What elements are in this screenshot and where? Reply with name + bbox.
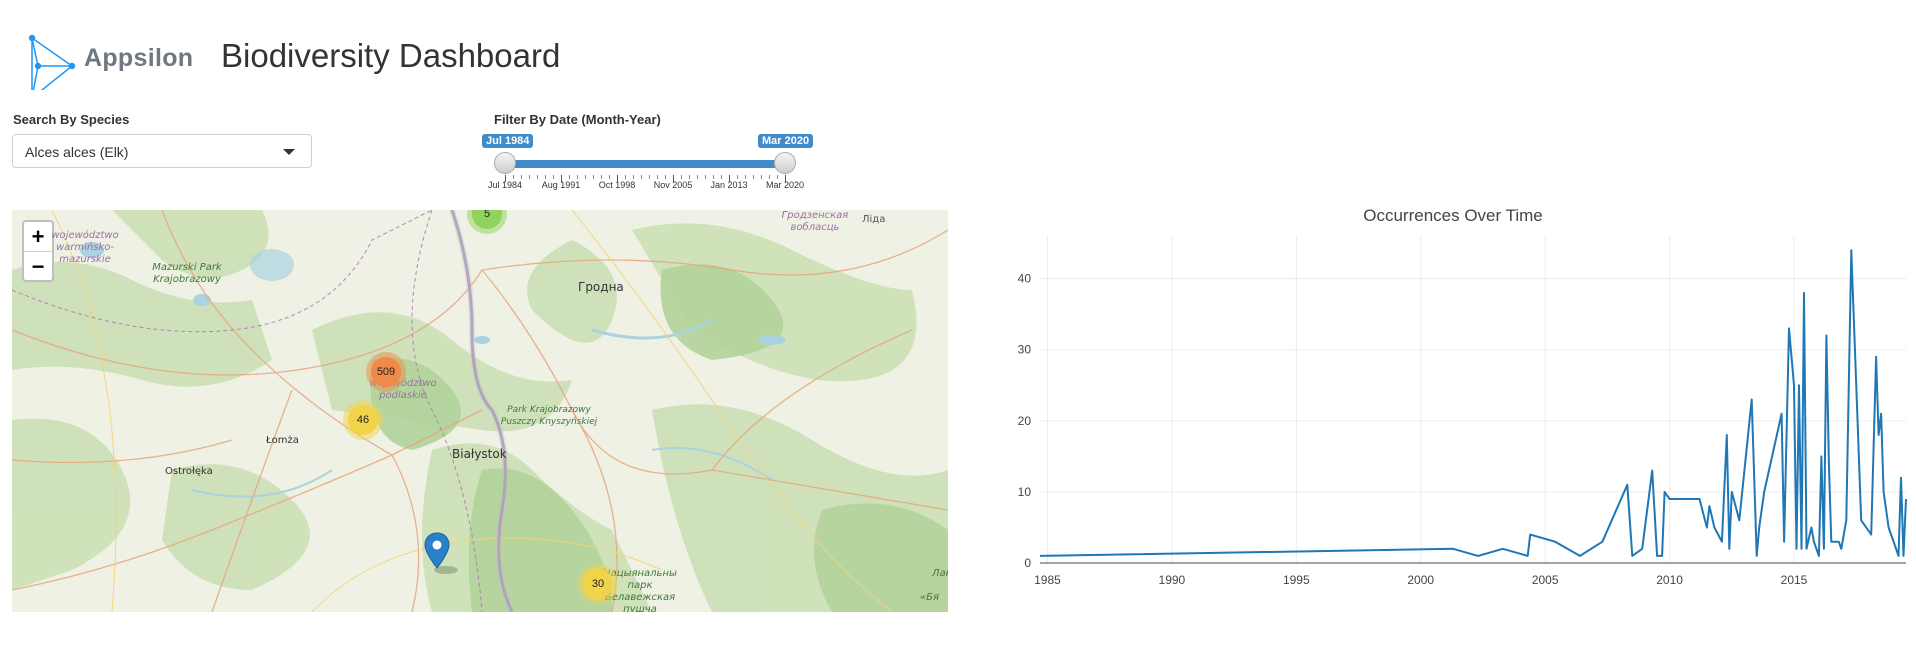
marker-cluster[interactable]: 509 — [366, 352, 406, 392]
chart-series-line — [1039, 249, 1907, 557]
slider-tick-mark — [553, 175, 554, 179]
slider-tick-mark — [745, 175, 746, 179]
slider-to-tag: Mar 2020 — [758, 134, 814, 148]
slider-tick-mark — [601, 175, 602, 179]
marker-cluster-count: 509 — [371, 357, 401, 387]
slider-tick-label: Oct 1998 — [598, 180, 636, 190]
slider-tick-mark — [705, 175, 706, 179]
chart-y-tick-label: 30 — [1018, 343, 1032, 357]
appsilon-logo-icon — [28, 34, 76, 90]
zoom-out-button[interactable]: − — [31, 254, 45, 279]
slider-tick-mark — [689, 175, 690, 179]
map-park-label: Park Krajobrazowy Puszczy Knyszyńskiej — [500, 405, 598, 427]
map-tiles — [12, 210, 948, 612]
slider-tick-mark — [641, 175, 642, 179]
chart-x-tick-label: 1990 — [1159, 573, 1186, 587]
map-pin-icon[interactable] — [424, 532, 460, 576]
slider-tick-mark — [713, 175, 714, 179]
chart-y-tick-label: 40 — [1018, 272, 1032, 286]
slider-from-handle[interactable] — [494, 152, 516, 174]
date-range-slider[interactable]: Jul 1984 Mar 2020 Jul 1984 Aug 1991 Oct … — [482, 134, 814, 194]
slider-tick-mark — [577, 175, 578, 179]
map-city-label: Ліда — [862, 214, 886, 225]
map-region-label: województwo warmińsko-mazurskie — [51, 230, 119, 265]
chart-x-tick-label: 2010 — [1656, 573, 1683, 587]
slider-tick-label: Jan 2013 — [710, 180, 748, 190]
chart-x-tick-label: 1995 — [1283, 573, 1310, 587]
chart-x-tick-label: 2000 — [1407, 573, 1434, 587]
slider-tick-mark — [665, 175, 666, 179]
map-city-label: Łomża — [266, 435, 299, 446]
slider-tick-mark — [777, 175, 778, 179]
slider-tick-mark — [633, 175, 634, 179]
slider-tick-mark — [569, 175, 570, 179]
slider-tick-mark — [625, 175, 626, 179]
slider-tick-mark — [769, 175, 770, 179]
slider-tick-mark — [585, 175, 586, 179]
occurrences-chart: Occurrences Over Time 1985 1990 1995 2000 20… — [990, 204, 1916, 624]
marker-cluster-count: 30 — [583, 569, 613, 599]
chart-x-tick-label: 2015 — [1781, 573, 1808, 587]
slider-tick-mark — [673, 175, 674, 182]
map-city-label: Ostrołęka — [165, 466, 213, 477]
slider-ticks — [505, 175, 786, 183]
marker-cluster[interactable]: 46 — [343, 400, 383, 440]
marker-cluster-count: 46 — [348, 405, 378, 435]
map-park-label: Лан — [932, 568, 948, 579]
slider-tick-mark — [721, 175, 722, 179]
chart-title: Occurrences Over Time — [1363, 206, 1543, 225]
chart-y-tick-label: 20 — [1018, 414, 1032, 428]
chart-x-tick-label: 1985 — [1034, 573, 1061, 587]
chart-x-tick-label: 2005 — [1532, 573, 1559, 587]
slider-tick-mark — [521, 175, 522, 179]
slider-tick-mark — [505, 175, 506, 182]
occurrence-map[interactable]: + − województwo warmińsko-mazurskie Mazu… — [12, 210, 948, 612]
slider-tick-mark — [513, 175, 514, 179]
slider-tick-mark — [537, 175, 538, 179]
slider-tick-mark — [697, 175, 698, 179]
chart-y-tick-label: 0 — [1024, 556, 1031, 570]
slider-tick-label: Mar 2020 — [765, 180, 805, 190]
map-region-label: województwo podlaskie — [369, 378, 437, 401]
page-title: Biodiversity Dashboard — [221, 37, 561, 74]
marker-cluster-count: 5 — [472, 210, 502, 229]
chart-y-tick-label: 10 — [1018, 485, 1032, 499]
slider-tick-label: Nov 2005 — [653, 180, 693, 190]
chart-plot-area[interactable]: 1985 1990 1995 2000 2005 2010 2015 0 10 20 30 40 — [990, 204, 1916, 624]
slider-to-handle[interactable] — [774, 152, 796, 174]
marker-cluster[interactable]: 30 — [578, 564, 618, 604]
map-city-label: Гродна — [578, 280, 624, 294]
slider-tick-mark — [593, 175, 594, 179]
map-park-label: Mazurski Park Krajobrazowy — [152, 262, 222, 285]
slider-tick-mark — [737, 175, 738, 179]
zoom-in-button[interactable]: + — [24, 222, 52, 252]
slider-range-bar — [505, 160, 785, 168]
slider-tick-mark — [761, 175, 762, 179]
slider-tick-mark — [609, 175, 610, 179]
species-filter-label: Search By Species — [13, 112, 130, 127]
slider-tick-label: Jul 1984 — [487, 180, 523, 190]
slider-tick-mark — [545, 175, 546, 179]
species-select[interactable]: Alces alces (Elk) — [12, 134, 312, 168]
slider-tick-mark — [649, 175, 650, 179]
map-region-label: Гродзенская вобласць — [781, 210, 849, 233]
species-select-value: Alces alces (Elk) — [25, 144, 129, 160]
slider-tick-label: Aug 1991 — [541, 180, 581, 190]
slider-tick-mark — [785, 175, 786, 182]
slider-tick-mark — [617, 175, 618, 182]
slider-tick-mark — [561, 175, 562, 182]
slider-from-tag: Jul 1984 — [482, 134, 534, 148]
slider-tick-mark — [729, 175, 730, 182]
caret-down-icon — [283, 149, 295, 155]
slider-tick-mark — [529, 175, 530, 179]
map-park-label: Нацыянальны парк Белавежская пушча — [603, 568, 677, 612]
date-filter-label: Filter By Date (Month-Year) — [494, 112, 661, 127]
slider-tick-mark — [753, 175, 754, 179]
map-park-label: «Бя — [920, 592, 940, 603]
zoom-control: + − — [22, 220, 54, 282]
map-city-label: Białystok — [452, 447, 507, 461]
slider-tick-mark — [681, 175, 682, 179]
slider-tick-mark — [657, 175, 658, 179]
brand-name: Appsilon — [84, 44, 194, 72]
